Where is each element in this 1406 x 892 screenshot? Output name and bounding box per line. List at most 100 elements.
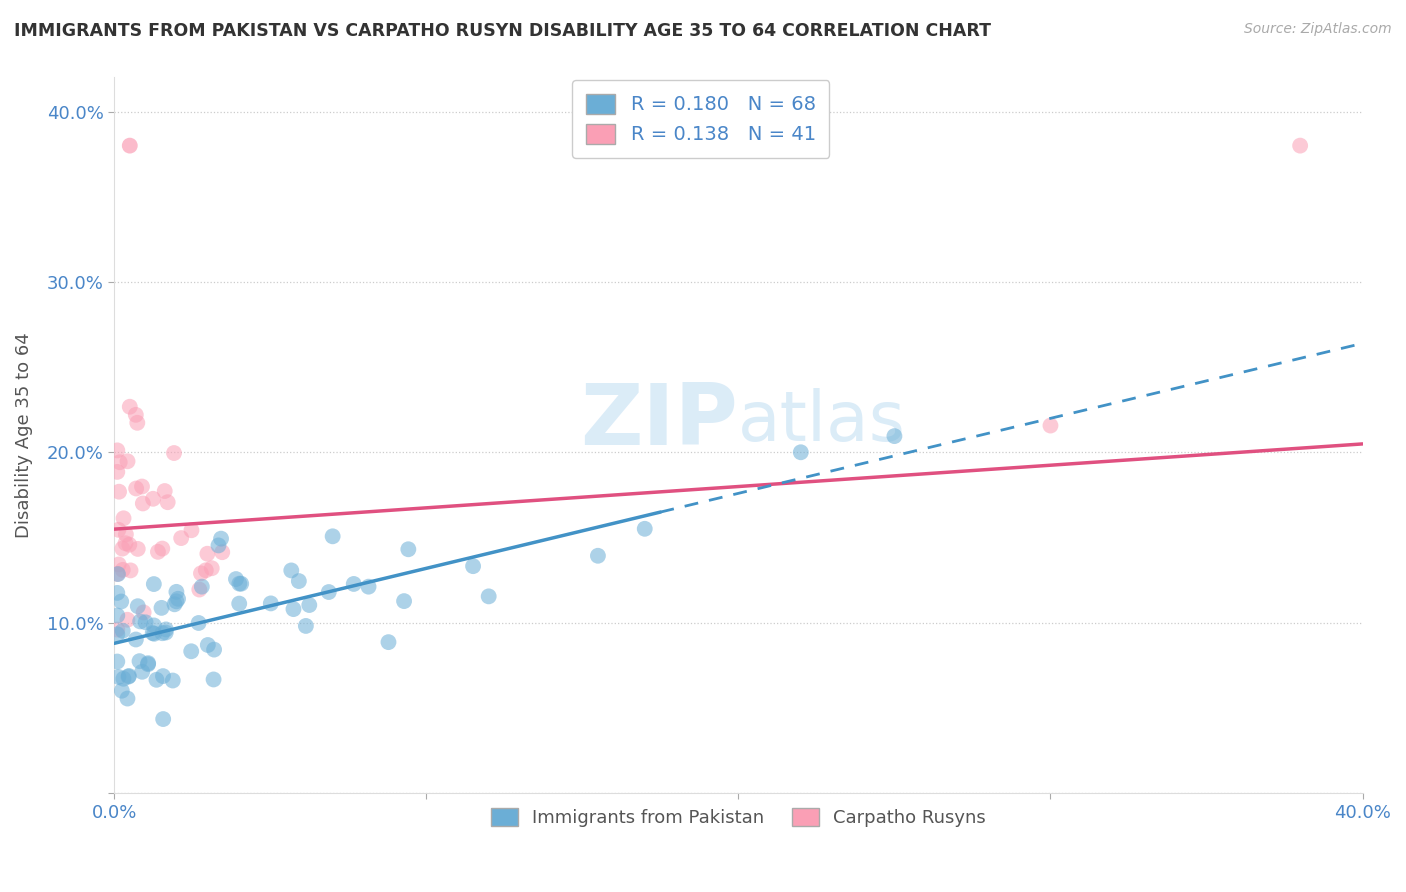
Point: [143, 627, 166, 641]
Point: [127, 541, 149, 556]
Point: [201, 561, 224, 575]
Point: [155, 623, 177, 637]
Point: [112, 511, 135, 525]
Point: [165, 585, 187, 599]
Point: [152, 712, 174, 726]
Point: [156, 495, 179, 509]
Point: [105, 608, 128, 623]
Point: [108, 455, 131, 469]
Point: [125, 632, 148, 647]
Point: [295, 619, 318, 633]
Point: [478, 590, 501, 604]
Point: [207, 538, 229, 552]
Point: [146, 545, 169, 559]
Point: [105, 443, 128, 458]
Point: [163, 446, 186, 460]
Point: [136, 657, 159, 672]
Point: [288, 574, 311, 588]
Point: [194, 563, 217, 577]
Point: [187, 615, 209, 630]
Point: [131, 479, 153, 493]
Point: [343, 577, 366, 591]
Point: [120, 563, 142, 577]
Point: [298, 598, 321, 612]
Legend: Immigrants from Pakistan, Carpatho Rusyns: Immigrants from Pakistan, Carpatho Rusyn…: [484, 801, 993, 834]
Point: [111, 683, 134, 698]
Point: [115, 527, 138, 541]
Point: [152, 669, 174, 683]
Point: [114, 536, 136, 550]
Point: [127, 416, 149, 430]
Point: [790, 445, 813, 459]
Point: [190, 566, 212, 581]
Point: [105, 623, 128, 637]
Point: [202, 673, 225, 687]
Point: [209, 532, 232, 546]
Point: [117, 691, 139, 706]
Point: [145, 673, 167, 687]
Point: [167, 591, 190, 606]
Text: atlas: atlas: [738, 388, 907, 455]
Text: IMMIGRANTS FROM PAKISTAN VS CARPATHO RUSYN DISABILITY AGE 35 TO 64 CORRELATION C: IMMIGRANTS FROM PAKISTAN VS CARPATHO RUS…: [14, 22, 991, 40]
Point: [125, 408, 148, 422]
Point: [377, 635, 399, 649]
Point: [180, 523, 202, 537]
Point: [170, 531, 193, 545]
Point: [129, 615, 152, 629]
Point: [180, 644, 202, 658]
Point: [142, 491, 165, 506]
Point: [105, 465, 128, 479]
Point: [107, 558, 129, 572]
Point: [318, 585, 340, 599]
Point: [118, 138, 141, 153]
Point: [165, 594, 187, 608]
Point: [280, 564, 302, 578]
Point: [135, 615, 157, 630]
Point: [155, 625, 177, 640]
Point: [108, 484, 131, 499]
Point: [211, 545, 233, 559]
Point: [228, 597, 250, 611]
Point: [1289, 138, 1312, 153]
Point: [107, 523, 129, 537]
Point: [197, 547, 219, 561]
Point: [142, 626, 165, 640]
Point: [188, 582, 211, 597]
Point: [117, 670, 139, 684]
Point: [191, 580, 214, 594]
Point: [163, 597, 186, 611]
Point: [118, 538, 141, 552]
Point: [110, 594, 132, 608]
Point: [150, 600, 173, 615]
Point: [136, 656, 159, 670]
Point: [283, 602, 305, 616]
Point: [228, 576, 250, 591]
Point: [322, 529, 344, 543]
Point: [142, 577, 165, 591]
Point: [127, 599, 149, 614]
Point: [105, 586, 128, 600]
Point: [392, 594, 415, 608]
Point: [112, 672, 135, 686]
Point: [105, 566, 128, 581]
Point: [142, 618, 165, 632]
Point: [461, 559, 484, 574]
Point: [107, 670, 129, 684]
Point: [1039, 418, 1062, 433]
Point: [118, 400, 141, 414]
Point: [586, 549, 609, 563]
Point: [883, 429, 905, 443]
Point: [125, 482, 148, 496]
Point: [202, 642, 225, 657]
Point: [150, 626, 173, 640]
Point: [105, 627, 128, 641]
Point: [111, 624, 134, 638]
Point: [396, 542, 419, 557]
Text: Source: ZipAtlas.com: Source: ZipAtlas.com: [1244, 22, 1392, 37]
Point: [111, 541, 134, 556]
Point: [131, 665, 153, 679]
Point: [105, 655, 128, 669]
Point: [132, 606, 155, 620]
Point: [225, 572, 247, 586]
Point: [111, 563, 134, 577]
